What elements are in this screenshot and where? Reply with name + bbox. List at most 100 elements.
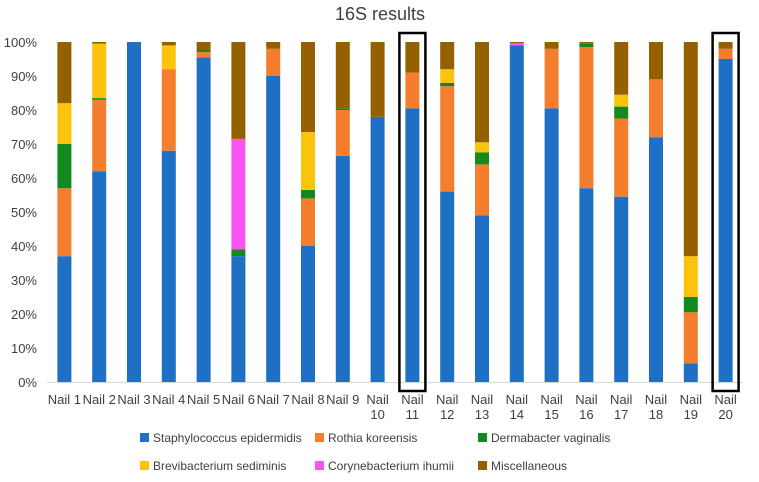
y-tick-label: 40% [11, 239, 37, 254]
x-tick-label: Nail 17 [610, 392, 633, 422]
x-tick-label: Nail 19 [680, 392, 703, 422]
legend-label: Dermabacter vaginalis [491, 431, 610, 445]
bar-segment [475, 142, 489, 153]
bar-segment [475, 215, 489, 382]
x-tick-label: Nail 18 [645, 392, 668, 422]
bar-segment [301, 189, 315, 199]
legend-swatch [140, 433, 149, 442]
bar-segment [440, 82, 455, 87]
y-tick-label: 10% [11, 341, 37, 356]
legend-label: Miscellaneous [491, 459, 567, 473]
bar-segment [579, 188, 594, 382]
bar-segment [161, 69, 176, 151]
bar-segment [161, 45, 176, 70]
bar-segment [57, 42, 72, 104]
bar-segment [579, 47, 594, 189]
legend-label: Corynebacterium ihumii [328, 459, 454, 473]
bar-segment [335, 155, 350, 382]
bar-segment [301, 42, 315, 133]
y-tick-label: 60% [11, 171, 37, 186]
bar-segment [649, 79, 663, 138]
bar-segment [683, 297, 698, 313]
y-tick-label: 0% [18, 375, 37, 390]
bar-segment [683, 312, 698, 364]
bar-segment [440, 86, 455, 192]
bar-segment [475, 42, 489, 143]
bar-segment [718, 48, 733, 59]
bar-segment [57, 256, 72, 382]
bar-segment [683, 363, 698, 382]
bar-segment [231, 42, 246, 139]
y-tick-label: 50% [11, 205, 37, 220]
x-tick-label: Nail 13 [471, 392, 494, 422]
bar-segment [544, 48, 559, 109]
bar-segment [335, 42, 350, 109]
bar-segment [301, 198, 315, 246]
x-tick-label: Nail 7 [257, 392, 290, 407]
bar-segment [92, 98, 107, 100]
y-tick-label: 70% [11, 137, 37, 152]
bar-segment [266, 48, 281, 76]
legend-swatch [478, 461, 487, 470]
legend-label: Rothia koreensis [328, 431, 417, 445]
x-tick-label: Nail 3 [117, 392, 150, 407]
bar-segment [614, 196, 629, 382]
x-tick-label: Nail 2 [83, 392, 116, 407]
bar-segment [614, 106, 629, 119]
bar-segment [683, 256, 698, 297]
bar-segment [579, 43, 594, 48]
bar-segment [161, 150, 176, 382]
x-tick-label: Nail 14 [506, 392, 529, 422]
bar-segment [649, 42, 663, 80]
bar-segment [57, 103, 72, 144]
highlight-box [398, 31, 427, 393]
bar-segment [579, 42, 594, 44]
x-tick-label: Nail 1 [48, 392, 81, 407]
bar-segment [92, 42, 107, 44]
legend: Staphylococcus epidermidis Rothia koreens… [140, 431, 610, 473]
bar-segment [544, 42, 559, 49]
x-tick-label: Nail 12 [436, 392, 459, 422]
x-tick-label: Nail 6 [222, 392, 255, 407]
bar-segment [614, 118, 629, 197]
bar-segment [718, 42, 733, 49]
highlight-box [711, 31, 740, 393]
bar-segment [231, 138, 246, 250]
y-tick-label: 100% [4, 35, 38, 50]
x-tick-label: Nail 16 [575, 392, 598, 422]
y-tick-label: 20% [11, 307, 37, 322]
bar-segment [544, 108, 559, 383]
legend-label: Brevibacterium sediminis [153, 459, 286, 473]
bar-segment [231, 256, 246, 382]
chart-title: 16S results [335, 4, 425, 24]
highlight-boxes [398, 31, 740, 393]
x-tick-label: Nail 9 [326, 392, 359, 407]
bar-segment [405, 72, 420, 109]
x-tick-label: Nail 8 [291, 392, 324, 407]
bar-segment [57, 188, 72, 257]
legend-swatch [315, 461, 324, 470]
bar-segment [370, 42, 385, 117]
y-tick-label: 80% [11, 103, 37, 118]
bar-segment [440, 69, 455, 83]
bar-segment [614, 94, 629, 107]
x-axis: Nail 1 Nail 2 Nail 3 Nail 4 Nail 5 Nail 6 Nail… [48, 392, 737, 422]
legend-label: Staphylococcus epidermidis [153, 431, 302, 445]
y-tick-label: 90% [11, 69, 37, 84]
bar-segment [718, 59, 733, 382]
bar-segment [127, 42, 141, 382]
bar-segment [370, 116, 385, 383]
x-tick-label: Nail 4 [152, 392, 185, 407]
bar-segment [266, 42, 281, 49]
legend-swatch [315, 433, 324, 442]
bar-segment [509, 45, 524, 383]
bar-segment [683, 42, 698, 257]
bar-segment [196, 57, 211, 383]
bar-segment [614, 42, 629, 95]
bar-segment [440, 42, 455, 70]
bar-segment [92, 171, 107, 382]
bar-segment [196, 50, 211, 53]
bar-segment [335, 110, 350, 156]
legend-swatch [478, 433, 487, 442]
